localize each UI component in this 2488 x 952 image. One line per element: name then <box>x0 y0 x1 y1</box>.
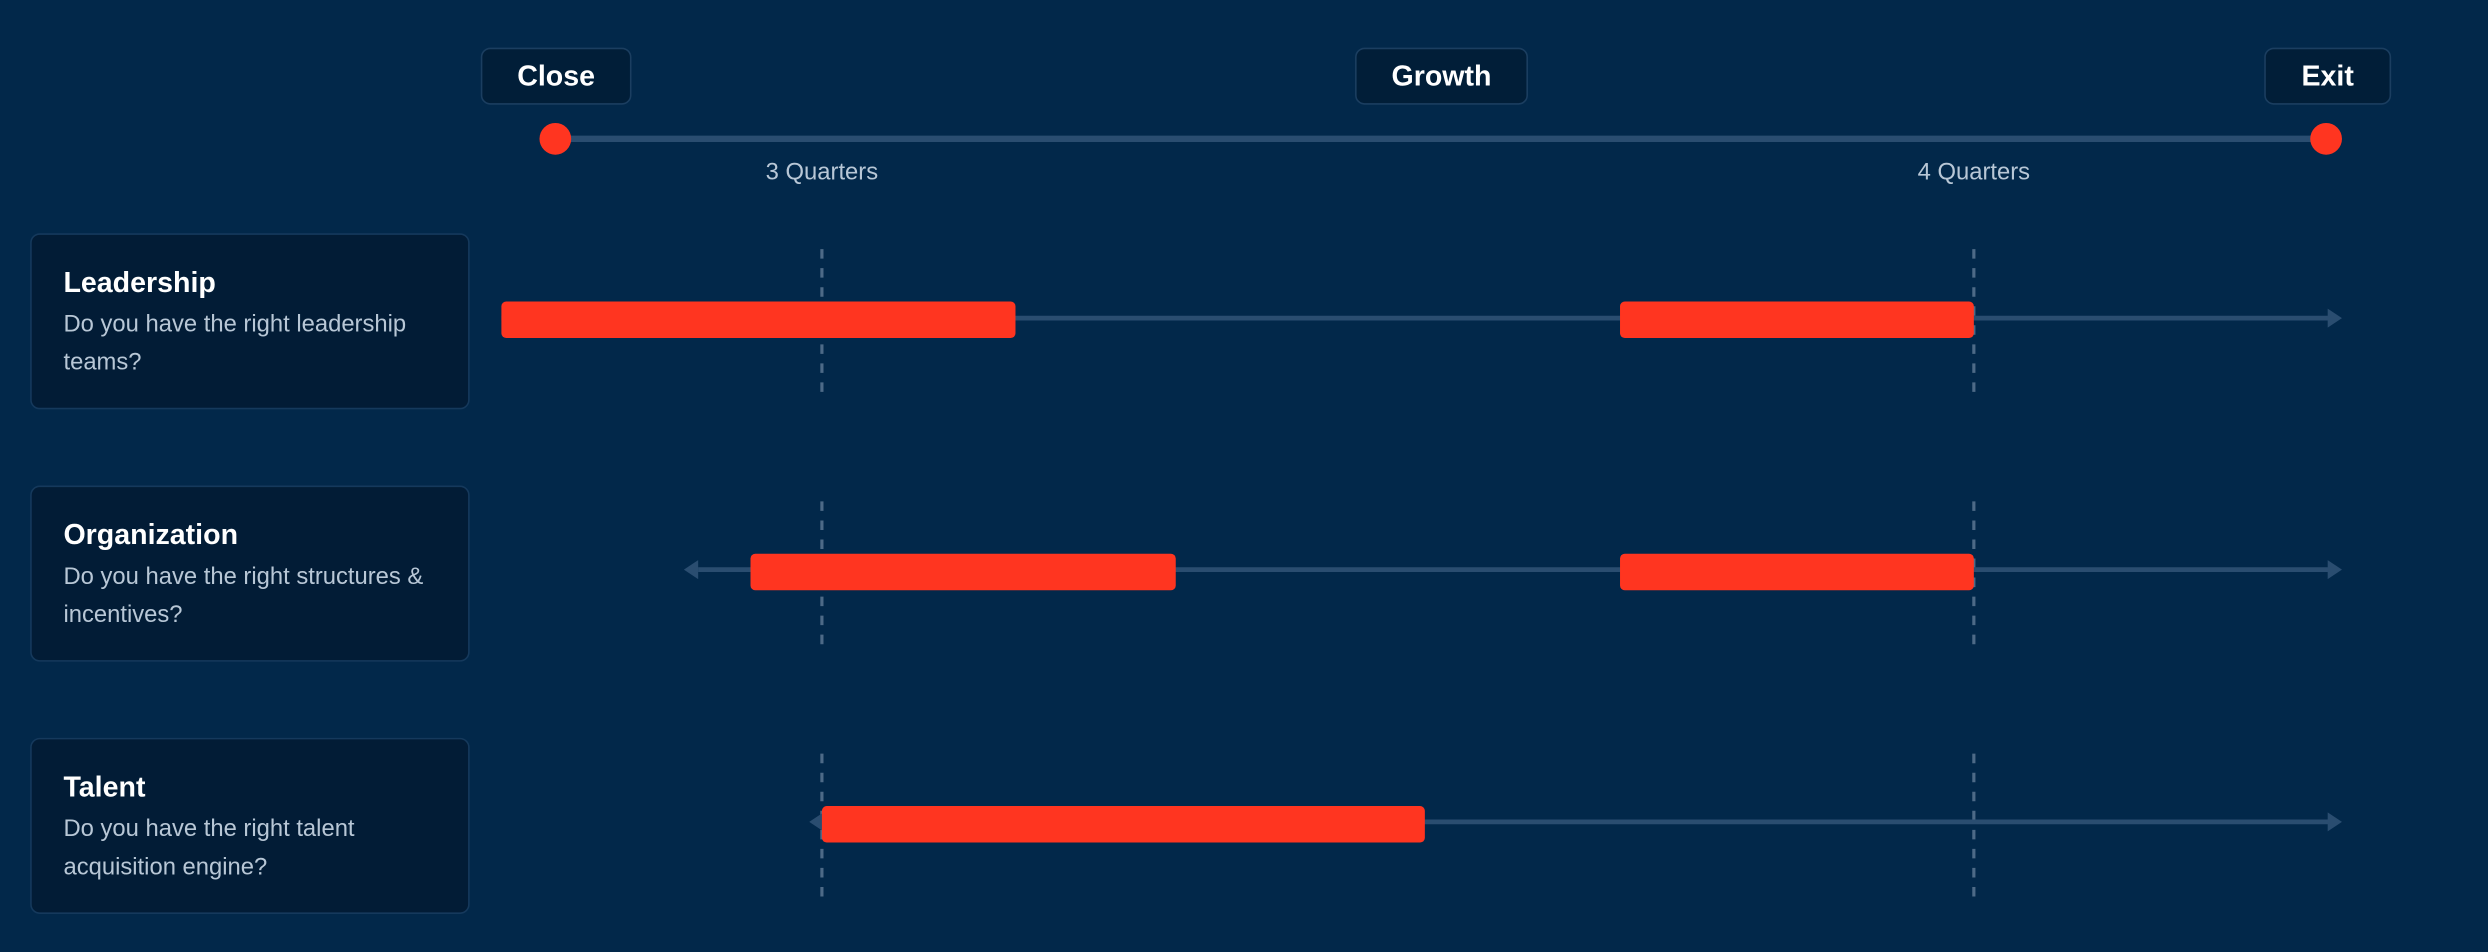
marker-label-right: 4 Quarters <box>1917 158 2031 186</box>
card-title: Leadership <box>63 266 216 299</box>
arrow-right-icon <box>2327 308 2342 328</box>
row-segment <box>821 806 1425 843</box>
marker-label-left: 3 Quarters <box>765 158 879 186</box>
card-title: Organization <box>63 518 239 551</box>
card-title: Talent <box>63 771 146 803</box>
row-leadership-track <box>501 301 2342 338</box>
arrow-left-icon <box>809 812 824 832</box>
row-segment <box>1620 553 1974 591</box>
row-organization-track <box>683 553 2342 591</box>
row-card-talent: Talent Do you have the right talent acqu… <box>30 737 470 914</box>
row-card-leadership: Leadership Do you have the right leaders… <box>30 233 470 410</box>
row-segment <box>501 301 1016 338</box>
timeline-start-dot <box>539 122 572 155</box>
row-talent-track <box>809 806 2342 843</box>
phase-close-label: Close <box>480 47 632 105</box>
arrow-right-icon <box>2327 812 2342 832</box>
card-question: Do you have the right leadership teams? <box>63 310 407 377</box>
phase-exit-label: Exit <box>2264 47 2392 105</box>
arrow-left-icon <box>683 560 699 580</box>
row-segment <box>750 553 1176 591</box>
card-question: Do you have the right structures & incen… <box>63 563 424 629</box>
row-card-organization: Organization Do you have the right struc… <box>30 485 470 662</box>
phase-growth-label: Growth <box>1355 47 1528 105</box>
row-segment <box>1620 301 1974 338</box>
quarter-markers <box>820 249 1976 897</box>
card-question: Do you have the right talent acquisition… <box>63 815 355 881</box>
arrow-right-icon <box>2327 560 2342 580</box>
timeline-end-dot <box>2310 122 2342 155</box>
